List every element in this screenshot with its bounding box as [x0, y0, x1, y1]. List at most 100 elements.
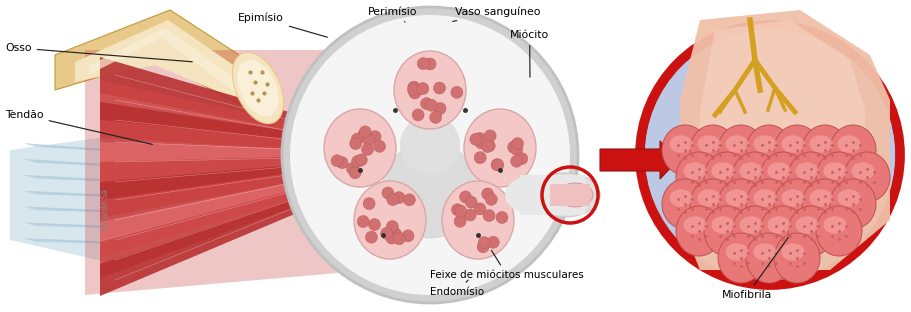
Circle shape	[486, 193, 497, 205]
Circle shape	[394, 233, 405, 245]
Circle shape	[350, 138, 362, 149]
Text: Feixe de miócitos musculares: Feixe de miócitos musculares	[430, 250, 584, 280]
Circle shape	[434, 102, 446, 115]
Text: Miofibrila: Miofibrila	[722, 237, 788, 300]
Circle shape	[481, 140, 494, 153]
Circle shape	[381, 227, 393, 239]
Ellipse shape	[795, 216, 818, 234]
Ellipse shape	[746, 179, 792, 229]
Circle shape	[358, 128, 370, 140]
Ellipse shape	[394, 51, 466, 129]
Circle shape	[425, 99, 437, 111]
Ellipse shape	[238, 60, 279, 116]
Ellipse shape	[760, 152, 806, 202]
Ellipse shape	[662, 125, 708, 175]
Ellipse shape	[530, 173, 600, 217]
Ellipse shape	[753, 189, 776, 207]
Circle shape	[417, 58, 429, 70]
Circle shape	[352, 155, 363, 167]
Circle shape	[465, 209, 476, 221]
Circle shape	[363, 197, 375, 210]
Ellipse shape	[704, 152, 750, 202]
Circle shape	[408, 81, 420, 93]
Circle shape	[516, 153, 527, 165]
Circle shape	[417, 83, 429, 95]
Ellipse shape	[788, 152, 834, 202]
Circle shape	[369, 218, 381, 231]
Ellipse shape	[354, 181, 426, 259]
Ellipse shape	[844, 152, 890, 202]
Circle shape	[365, 231, 377, 243]
Ellipse shape	[676, 206, 722, 256]
Polygon shape	[100, 153, 430, 258]
Circle shape	[402, 230, 414, 242]
Circle shape	[492, 159, 504, 171]
Ellipse shape	[670, 135, 692, 153]
Ellipse shape	[782, 135, 804, 153]
Circle shape	[374, 140, 385, 152]
Circle shape	[434, 82, 445, 94]
Circle shape	[349, 167, 361, 179]
Circle shape	[359, 126, 371, 138]
Polygon shape	[100, 142, 430, 182]
Ellipse shape	[740, 216, 763, 234]
Circle shape	[645, 30, 895, 280]
Polygon shape	[100, 153, 430, 240]
Polygon shape	[90, 28, 240, 92]
Circle shape	[474, 133, 486, 144]
Polygon shape	[100, 153, 430, 278]
Polygon shape	[100, 153, 430, 218]
Circle shape	[482, 188, 494, 200]
Ellipse shape	[718, 179, 764, 229]
Circle shape	[475, 152, 486, 164]
Polygon shape	[100, 153, 430, 202]
Circle shape	[362, 144, 374, 155]
Text: Tendão: Tendão	[5, 110, 152, 144]
Polygon shape	[700, 20, 865, 250]
Circle shape	[476, 137, 487, 149]
Circle shape	[386, 232, 398, 244]
Ellipse shape	[824, 162, 846, 180]
Polygon shape	[100, 57, 430, 157]
Ellipse shape	[810, 189, 833, 207]
Circle shape	[369, 131, 381, 143]
Ellipse shape	[830, 125, 876, 175]
Circle shape	[411, 84, 423, 96]
Ellipse shape	[557, 183, 593, 207]
Polygon shape	[10, 135, 220, 265]
Circle shape	[409, 87, 421, 99]
Ellipse shape	[683, 162, 707, 180]
Polygon shape	[680, 10, 890, 270]
Ellipse shape	[725, 243, 749, 261]
Circle shape	[483, 210, 495, 222]
Circle shape	[466, 196, 477, 208]
Ellipse shape	[830, 179, 876, 229]
Ellipse shape	[711, 162, 734, 180]
Ellipse shape	[782, 189, 804, 207]
Text: Osso: Osso	[5, 43, 192, 62]
Ellipse shape	[732, 152, 778, 202]
Ellipse shape	[505, 175, 565, 215]
Circle shape	[483, 140, 496, 152]
Circle shape	[454, 215, 466, 227]
Polygon shape	[520, 175, 585, 215]
Ellipse shape	[676, 152, 722, 202]
Circle shape	[451, 86, 463, 98]
Ellipse shape	[816, 206, 862, 256]
Ellipse shape	[788, 206, 834, 256]
Ellipse shape	[232, 52, 283, 124]
Polygon shape	[55, 10, 270, 115]
Circle shape	[512, 138, 524, 149]
Circle shape	[387, 194, 399, 206]
Polygon shape	[550, 184, 590, 206]
Circle shape	[357, 216, 369, 227]
Circle shape	[421, 98, 433, 110]
Ellipse shape	[782, 243, 804, 261]
Circle shape	[382, 187, 394, 199]
Ellipse shape	[740, 162, 763, 180]
Ellipse shape	[464, 109, 536, 187]
Ellipse shape	[753, 243, 776, 261]
Circle shape	[452, 204, 464, 216]
Circle shape	[478, 237, 490, 249]
Text: Ricardo Sá: Ricardo Sá	[100, 189, 109, 231]
